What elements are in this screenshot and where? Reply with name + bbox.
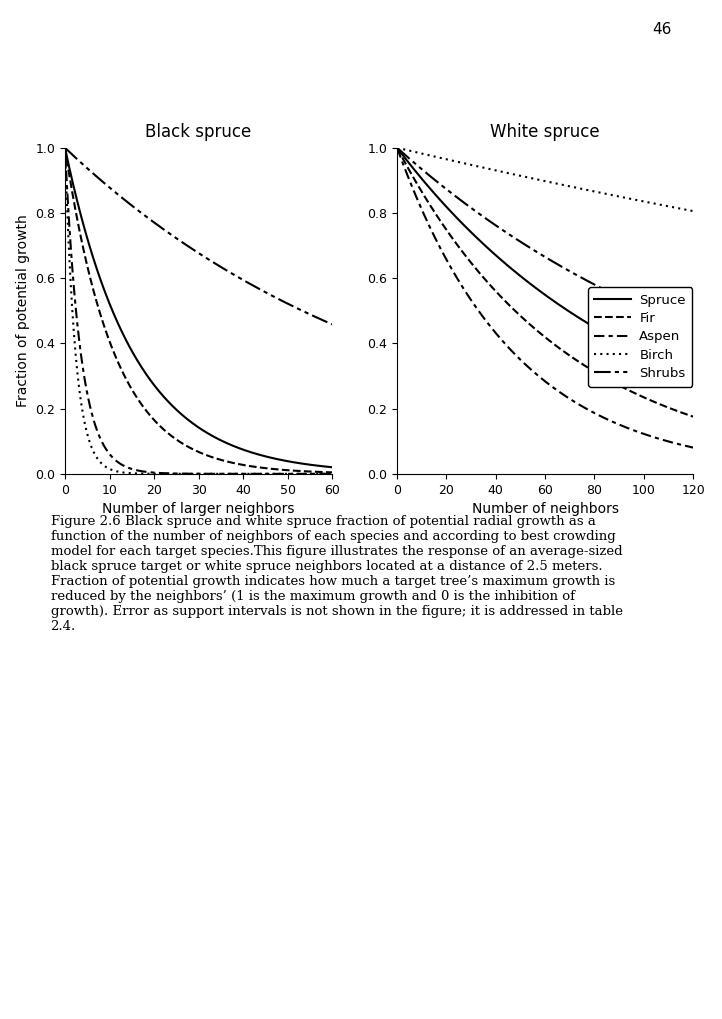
- X-axis label: Number of larger neighbors: Number of larger neighbors: [103, 502, 295, 516]
- Y-axis label: Fraction of potential growth: Fraction of potential growth: [16, 214, 30, 408]
- Text: 46: 46: [652, 22, 671, 38]
- Text: Figure 2.6 Black spruce and white spruce fraction of potential radial growth as : Figure 2.6 Black spruce and white spruce…: [51, 515, 622, 633]
- X-axis label: Number of neighbors: Number of neighbors: [471, 502, 619, 516]
- Legend: Spruce, Fir, Aspen, Birch, Shrubs: Spruce, Fir, Aspen, Birch, Shrubs: [588, 287, 692, 386]
- Title: White spruce: White spruce: [490, 122, 600, 141]
- Title: Black spruce: Black spruce: [145, 122, 252, 141]
